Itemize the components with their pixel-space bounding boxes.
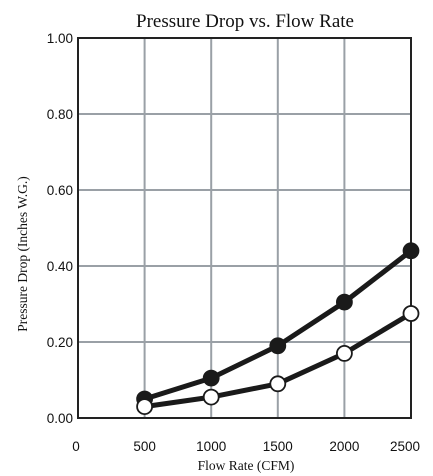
x-axis-ticks: 0 500 1000 1500 2000 2500 — [72, 439, 420, 454]
open-data-point — [202, 388, 220, 406]
y-tick-label: 0.00 — [47, 411, 73, 426]
y-tick-label: 0.40 — [47, 259, 73, 274]
plot-frame — [77, 37, 412, 419]
grid — [78, 38, 411, 418]
y-tick-label: 0.80 — [47, 107, 73, 122]
series — [136, 242, 420, 416]
y-tick-label: 0.20 — [47, 335, 73, 350]
open-data-point — [402, 305, 420, 322]
filled-data-point — [402, 242, 420, 260]
y-tick-label: 1.00 — [47, 31, 73, 46]
x-tick-label: 2000 — [329, 439, 359, 454]
open-data-point — [335, 344, 353, 362]
x-tick-label: 1500 — [263, 439, 293, 454]
filled-data-point — [202, 369, 220, 387]
x-tick-label: 500 — [133, 439, 156, 454]
y-tick-label: 0.60 — [47, 183, 73, 198]
y-axis-label: Pressure Drop (Inches W.G.) — [15, 176, 30, 332]
x-axis-label: Flow Rate (CFM) — [198, 458, 295, 473]
x-tick-label: 0 — [72, 439, 80, 454]
y-axis-ticks: 0.00 0.20 0.40 0.60 0.80 1.00 — [47, 31, 73, 426]
open-data-point — [136, 398, 154, 416]
chart-title: Pressure Drop vs. Flow Rate — [136, 11, 354, 32]
open-data-point — [269, 375, 287, 393]
x-tick-label: 1000 — [196, 439, 226, 454]
filled-data-point — [335, 293, 353, 311]
x-tick-label: 2500 — [390, 439, 420, 454]
filled-data-point — [269, 337, 287, 355]
